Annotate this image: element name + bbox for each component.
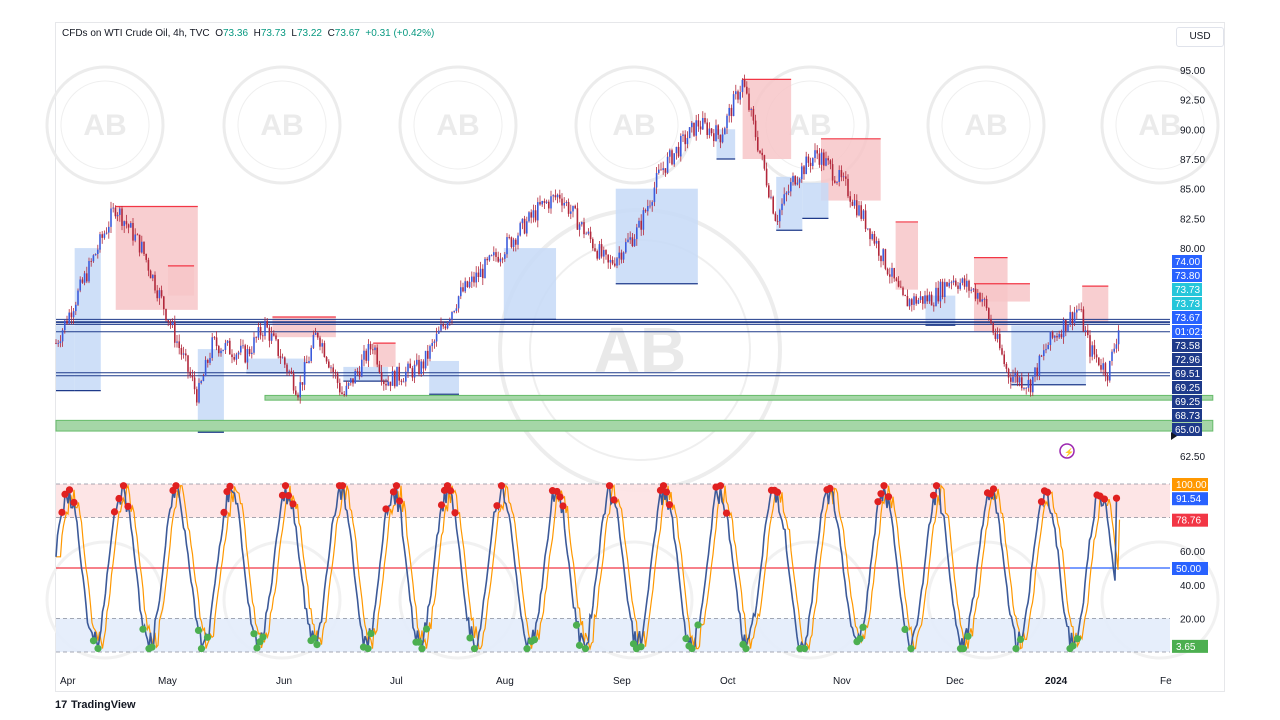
ohlc-open-key: O	[215, 28, 223, 39]
ohlc-low: 73.22	[296, 28, 322, 39]
brand-name: TradingView	[71, 699, 136, 711]
tv-logo-icon: 17	[55, 699, 68, 711]
ohlc-low-key: L	[291, 28, 297, 39]
instrument-title: CFDs on WTI Crude Oil, 4h, TVC	[62, 28, 210, 39]
currency-button[interactable]: USD	[1176, 27, 1224, 47]
ohlc-high: 73.73	[260, 28, 286, 39]
ohlc-high-key: H	[253, 28, 261, 39]
ohlc-change: +0.31 (+0.42%)	[365, 28, 435, 39]
legend: CFDs on WTI Crude Oil, 4h, TVC O73.36 H7…	[62, 28, 434, 39]
chart-frame	[55, 22, 1225, 692]
tradingview-logo[interactable]: 17 TradingView	[55, 699, 136, 711]
ohlc-open: 73.36	[222, 28, 249, 39]
ohlc-close: 73.67	[334, 28, 360, 39]
ohlc-close-key: C	[327, 28, 335, 39]
